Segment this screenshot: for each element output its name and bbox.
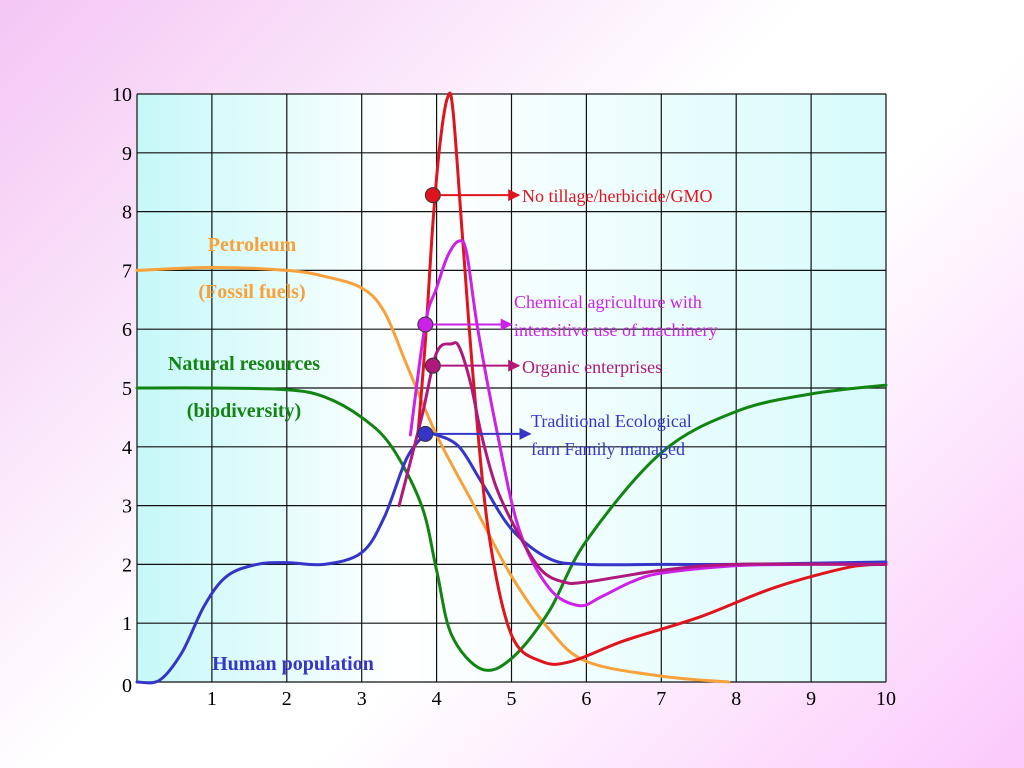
y-axis-ticks: 0 1 2 3 4 5 6 7 8 9 10 <box>112 84 132 697</box>
annotation-text-human: farn Family managed <box>531 439 685 459</box>
annotation-text-notillage: No tillage/herbicide/GMO <box>522 186 712 206</box>
curve-label-petroleum: (Fossil fuels) <box>198 281 305 303</box>
marker-dot-notillage <box>424 187 441 204</box>
y-tick-label: 0 <box>122 675 132 697</box>
series-line-natural <box>135 383 888 672</box>
x-tick-label: 3 <box>357 688 367 710</box>
curve-labels: Petroleum (Fossil fuels) Natural resources… <box>168 234 374 675</box>
x-tick-label: 1 <box>207 688 217 710</box>
y-tick-label: 4 <box>122 437 132 459</box>
y-tick-label: 5 <box>122 378 132 400</box>
series-lines <box>135 91 888 685</box>
marker-dot-chemical <box>417 316 434 333</box>
x-tick-label: 2 <box>282 688 292 710</box>
curve-label-natural: Natural resources <box>168 353 320 375</box>
series-line-organic <box>397 341 888 585</box>
y-tick-label: 3 <box>122 496 132 518</box>
annotation-text-organic: Organic enterprises <box>522 357 662 377</box>
x-tick-label: 10 <box>876 688 896 710</box>
x-tick-label: 6 <box>581 688 591 710</box>
curve-label-natural: (biodiversity) <box>187 400 301 422</box>
x-tick-label: 5 <box>507 688 517 710</box>
x-tick-label: 7 <box>656 688 666 710</box>
series-line-notillage <box>416 91 888 666</box>
annotation-text-chemical: intensitive use of machinery <box>514 320 717 340</box>
series-line-petroleum <box>135 266 731 684</box>
curve-label-petroleum: Petroleum <box>208 234 297 256</box>
x-axis-ticks: 1 2 3 4 5 6 7 8 9 10 <box>207 688 896 710</box>
annotation-text-human: Traditional Ecological <box>531 411 692 431</box>
x-tick-label: 9 <box>806 688 816 710</box>
x-tick-label: 4 <box>432 688 442 710</box>
marker-dot-organic <box>424 357 441 374</box>
marker-dot-human <box>417 425 434 442</box>
y-tick-label: 6 <box>122 319 132 341</box>
curve-label-human: Human population <box>212 653 374 675</box>
annotation-text-chemical: Chemical agriculture with <box>514 292 702 312</box>
x-tick-label: 8 <box>731 688 741 710</box>
y-tick-label: 1 <box>122 613 132 635</box>
series-markers <box>417 187 532 442</box>
annotations: No tillage/herbicide/GMO Chemical agricul… <box>514 186 717 459</box>
y-tick-label: 2 <box>122 554 132 576</box>
y-tick-label: 8 <box>122 202 132 224</box>
series-line-chemical <box>408 239 888 608</box>
y-tick-label: 9 <box>122 143 132 165</box>
y-tick-label: 7 <box>122 260 132 282</box>
y-tick-label: 10 <box>112 84 132 106</box>
